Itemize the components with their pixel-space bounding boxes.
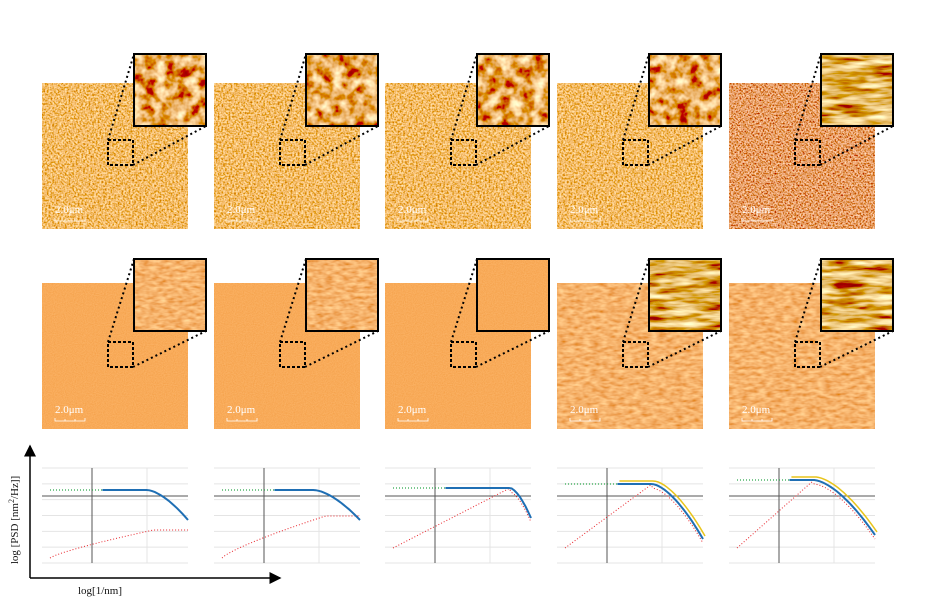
inset-border	[820, 258, 894, 332]
zoom-box	[794, 139, 821, 166]
scale-bar-label: 2.0μm	[55, 204, 84, 216]
scale-bar	[226, 218, 258, 222]
inset-border	[305, 258, 379, 332]
zoom-box	[279, 341, 306, 368]
scale-bar-label: 2.0μm	[227, 404, 256, 416]
psd-curve-red	[392, 487, 532, 549]
inset-border	[648, 258, 722, 332]
scale-bar-label: 2.0μm	[570, 404, 599, 416]
scale-bar	[397, 218, 429, 222]
zoom-line	[819, 125, 894, 166]
psd-curve-blue	[445, 487, 532, 519]
psd-curve-blue	[274, 489, 361, 521]
scale-bar-label: 2.0μm	[742, 204, 771, 216]
inset-image	[133, 53, 207, 127]
zoom-box	[450, 341, 477, 368]
scale-bar-label: 2.0μm	[227, 204, 256, 216]
scale-bar	[226, 418, 258, 422]
scale-bar-label: 2.0μm	[742, 404, 771, 416]
scale-bar	[569, 418, 601, 422]
psd-curve-yellow	[619, 480, 706, 537]
zoom-line	[475, 125, 550, 166]
x-axis-label: log[1/nm]	[78, 585, 122, 597]
zoom-line	[475, 330, 550, 368]
inset-border	[476, 53, 550, 127]
scale-bar	[741, 418, 773, 422]
zoom-line	[819, 330, 894, 368]
scale-bar-label: 2.0μm	[55, 404, 84, 416]
inset-image	[133, 258, 207, 332]
y-axis-label: log [PSD [nm2/Hz]]	[7, 476, 21, 564]
zoom-line	[304, 330, 379, 368]
psd-curve-red	[736, 481, 876, 549]
zoom-box	[622, 139, 649, 166]
zoom-box	[107, 341, 134, 368]
zoom-box	[622, 341, 649, 368]
psd-curve-red	[221, 515, 360, 559]
inset-image	[648, 53, 722, 127]
scale-bar	[54, 218, 86, 222]
inset-image	[820, 258, 894, 332]
inset-image	[648, 258, 722, 332]
inset-image	[305, 258, 379, 332]
scale-bar-label: 2.0μm	[398, 404, 427, 416]
scale-bar	[569, 218, 601, 222]
inset-border	[820, 53, 894, 127]
inset-image	[820, 53, 894, 127]
inset-border	[648, 53, 722, 127]
psd-curve-blue	[617, 483, 704, 540]
inset-border	[133, 53, 207, 127]
scale-bar	[54, 418, 86, 422]
zoom-line	[647, 330, 722, 368]
inset-border	[476, 258, 550, 332]
scale-bar	[741, 218, 773, 222]
zoom-box	[794, 341, 821, 368]
psd-curve-yellow	[791, 476, 878, 533]
scale-bar-label: 2.0μm	[570, 204, 599, 216]
zoom-box	[450, 139, 477, 166]
zoom-line	[647, 125, 722, 166]
psd-curve-blue	[102, 489, 189, 521]
inset-image	[476, 258, 550, 332]
psd-curve-red	[49, 529, 188, 559]
zoom-box	[279, 139, 306, 166]
inset-border	[133, 258, 207, 332]
psd-curve-green	[222, 489, 319, 492]
zoom-line	[132, 330, 207, 368]
inset-image	[305, 53, 379, 127]
psd-curve-blue	[789, 479, 876, 536]
zoom-line	[304, 125, 379, 166]
inset-border	[305, 53, 379, 127]
scale-bar	[397, 418, 429, 422]
zoom-box	[107, 139, 134, 166]
psd-curve-red	[564, 484, 704, 549]
zoom-line	[132, 125, 207, 166]
inset-image	[476, 53, 550, 127]
scale-bar-label: 2.0μm	[398, 204, 427, 216]
